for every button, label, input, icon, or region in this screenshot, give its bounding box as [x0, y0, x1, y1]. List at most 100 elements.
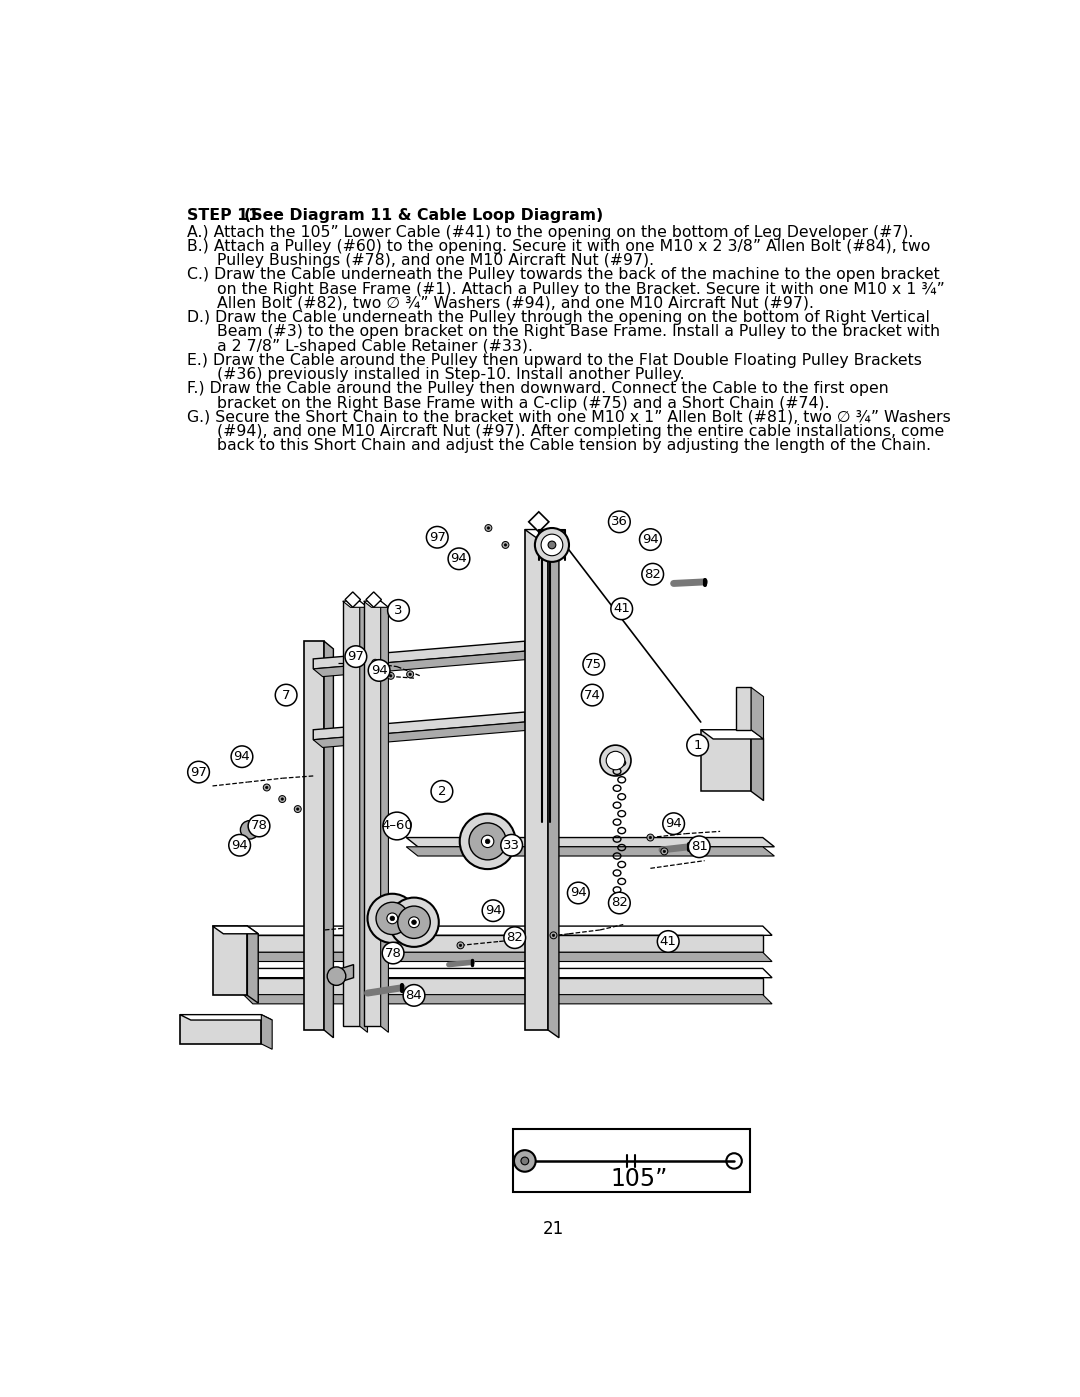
Polygon shape: [324, 641, 334, 1038]
Text: F.) Draw the Cable around the Pulley then downward. Connect the Cable to the fir: F.) Draw the Cable around the Pulley the…: [187, 381, 889, 397]
Circle shape: [482, 835, 494, 848]
Circle shape: [397, 907, 430, 939]
Circle shape: [460, 813, 515, 869]
Circle shape: [581, 685, 603, 705]
Text: Pulley Bushings (#78), and one M10 Aircraft Nut (#97).: Pulley Bushings (#78), and one M10 Aircr…: [187, 253, 654, 268]
Circle shape: [275, 685, 297, 705]
Polygon shape: [751, 729, 764, 800]
Polygon shape: [249, 819, 267, 837]
Circle shape: [266, 787, 268, 789]
Text: 4–60: 4–60: [381, 820, 413, 833]
Polygon shape: [701, 729, 751, 791]
Text: 41: 41: [660, 935, 677, 949]
Text: B.) Attach a Pulley (#60) to the opening. Secure it with one M10 x 2 3/8” Allen : B.) Attach a Pulley (#60) to the opening…: [187, 239, 930, 254]
Circle shape: [409, 673, 411, 676]
Circle shape: [611, 598, 633, 620]
Circle shape: [327, 967, 346, 985]
Circle shape: [457, 942, 464, 949]
Polygon shape: [701, 729, 764, 739]
Circle shape: [389, 898, 438, 947]
Text: 94: 94: [231, 838, 248, 852]
Polygon shape: [360, 601, 367, 1032]
Circle shape: [548, 541, 556, 549]
Polygon shape: [525, 529, 559, 538]
Polygon shape: [303, 641, 324, 1030]
Circle shape: [485, 840, 490, 844]
Circle shape: [649, 837, 651, 838]
Circle shape: [248, 816, 270, 837]
Polygon shape: [313, 641, 525, 669]
Polygon shape: [342, 601, 360, 1027]
Circle shape: [663, 851, 665, 852]
Text: 94: 94: [485, 904, 501, 918]
Circle shape: [688, 835, 710, 858]
Text: 94: 94: [370, 664, 388, 678]
Text: A.) Attach the 105” Lower Cable (#41) to the opening on the bottom of Leg Develo: A.) Attach the 105” Lower Cable (#41) to…: [187, 225, 914, 240]
Text: (See Diagram 11 & Cable Loop Diagram): (See Diagram 11 & Cable Loop Diagram): [233, 208, 604, 222]
Text: 7: 7: [282, 689, 291, 701]
Circle shape: [427, 527, 448, 548]
Text: 78: 78: [251, 820, 268, 833]
Text: 82: 82: [507, 932, 523, 944]
Circle shape: [390, 916, 394, 921]
Text: Beam (#3) to the open bracket on the Right Base Frame. Install a Pulley to the b: Beam (#3) to the open bracket on the Rig…: [187, 324, 940, 339]
Polygon shape: [213, 926, 258, 933]
Circle shape: [459, 944, 461, 947]
Text: on the Right Base Frame (#1). Attach a Pulley to the Bracket. Secure it with one: on the Right Base Frame (#1). Attach a P…: [187, 282, 945, 296]
Circle shape: [448, 548, 470, 570]
Circle shape: [403, 985, 424, 1006]
Circle shape: [390, 675, 392, 678]
Text: 94: 94: [233, 750, 251, 763]
Polygon shape: [243, 926, 772, 936]
Circle shape: [639, 529, 661, 550]
Circle shape: [231, 746, 253, 767]
Circle shape: [504, 926, 526, 949]
Circle shape: [408, 916, 419, 928]
Circle shape: [567, 882, 590, 904]
Circle shape: [281, 798, 283, 800]
Circle shape: [661, 848, 667, 855]
Circle shape: [521, 1157, 529, 1165]
Circle shape: [368, 659, 390, 682]
Polygon shape: [213, 926, 247, 996]
Circle shape: [469, 823, 507, 861]
Text: 97: 97: [190, 766, 207, 778]
Circle shape: [388, 672, 394, 679]
Text: 1: 1: [693, 739, 702, 752]
Circle shape: [374, 662, 377, 664]
Circle shape: [647, 834, 653, 841]
Circle shape: [431, 781, 453, 802]
Circle shape: [387, 914, 397, 923]
Text: 3: 3: [394, 604, 403, 617]
Text: Allen Bolt (#82), two ∅ ¾” Washers (#94), and one M10 Aircraft Nut (#97).: Allen Bolt (#82), two ∅ ¾” Washers (#94)…: [187, 296, 814, 312]
Polygon shape: [525, 529, 548, 1030]
Circle shape: [294, 806, 301, 813]
Circle shape: [642, 563, 663, 585]
Text: a 2 7/8” L-shaped Cable Retainer (#33).: a 2 7/8” L-shaped Cable Retainer (#33).: [187, 338, 532, 353]
Text: 33: 33: [503, 838, 521, 852]
Text: (#36) previously installed in Step-10. Install another Pulley.: (#36) previously installed in Step-10. I…: [187, 367, 685, 381]
Polygon shape: [548, 529, 559, 1038]
Text: 78: 78: [384, 947, 402, 960]
Circle shape: [606, 752, 625, 770]
Polygon shape: [751, 687, 764, 739]
Polygon shape: [261, 1014, 272, 1049]
Polygon shape: [247, 926, 258, 1003]
Text: 94: 94: [665, 817, 681, 830]
Text: 21: 21: [543, 1220, 564, 1238]
Circle shape: [383, 812, 410, 840]
Circle shape: [411, 921, 416, 925]
Text: E.) Draw the Cable around the Pulley then upward to the Flat Double Floating Pul: E.) Draw the Cable around the Pulley the…: [187, 353, 922, 367]
Polygon shape: [243, 978, 762, 995]
Circle shape: [687, 735, 708, 756]
Text: 84: 84: [406, 989, 422, 1002]
Circle shape: [501, 834, 523, 856]
Polygon shape: [366, 592, 381, 608]
Text: C.) Draw the Cable underneath the Pulley towards the back of the machine to the : C.) Draw the Cable underneath the Pulley…: [187, 267, 940, 282]
Polygon shape: [243, 968, 772, 978]
Circle shape: [188, 761, 210, 782]
Polygon shape: [364, 601, 380, 1027]
Text: 97: 97: [348, 650, 364, 664]
Text: 41: 41: [613, 602, 630, 615]
Circle shape: [514, 1150, 536, 1172]
